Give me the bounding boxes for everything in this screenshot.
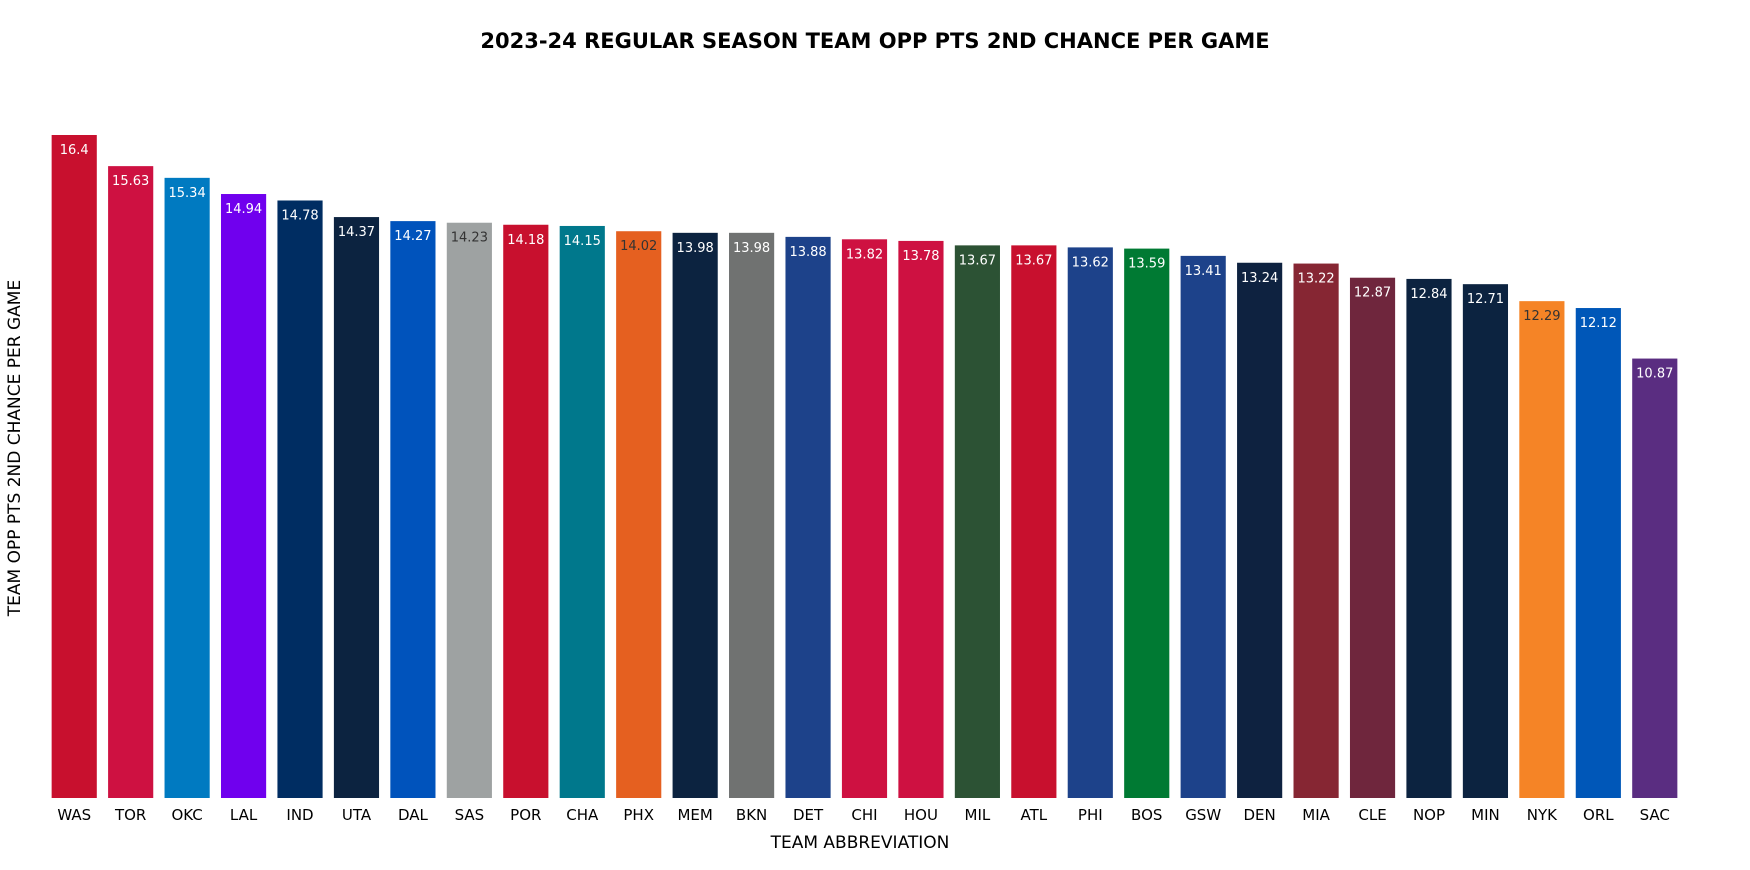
value-label-bkn: 13.98 (733, 241, 770, 256)
x-tick-label-bkn: BKN (736, 806, 767, 824)
bar-chi (841, 239, 888, 799)
value-label-bos: 13.59 (1128, 257, 1165, 272)
bar-den (1237, 262, 1283, 798)
x-tick-label-sas: SAS (455, 806, 485, 824)
x-tick-label-bos: BOS (1131, 806, 1162, 824)
bar-sac (1632, 358, 1678, 798)
x-tick-label-gsw: GSW (1185, 806, 1221, 824)
x-tick-label-okc: OKC (171, 806, 202, 824)
value-label-min: 12.71 (1467, 292, 1504, 307)
value-label-gsw: 13.41 (1185, 264, 1222, 279)
bar-mil (954, 245, 1000, 798)
x-tick-label-tor: TOR (114, 806, 146, 824)
bar-nyk (1519, 301, 1565, 798)
value-label-mem: 13.98 (677, 241, 714, 256)
x-tick-label-was: WAS (57, 806, 91, 824)
value-label-orl: 12.12 (1580, 316, 1617, 331)
bar-uta (333, 217, 380, 798)
x-tick-label-nop: NOP (1413, 806, 1445, 824)
x-tick-label-phx: PHX (623, 806, 654, 824)
value-label-chi: 13.82 (846, 247, 883, 262)
bar-bkn (729, 232, 775, 798)
value-label-hou: 13.78 (902, 249, 939, 264)
value-label-cha: 14.15 (564, 234, 601, 249)
bar-cha (559, 225, 605, 798)
value-label-uta: 14.37 (338, 225, 375, 240)
x-tick-label-por: POR (510, 806, 541, 824)
x-tick-label-hou: HOU (904, 806, 938, 824)
x-tick-label-lal: LAL (230, 806, 258, 824)
value-label-lal: 14.94 (225, 202, 262, 217)
x-tick-label-phi: PHI (1078, 806, 1103, 824)
value-label-den: 13.24 (1241, 271, 1278, 286)
value-label-sas: 14.23 (451, 231, 488, 246)
x-tick-label-den: DEN (1244, 806, 1276, 824)
value-label-nop: 12.84 (1410, 287, 1447, 302)
x-axis-label: TEAM ABBREVIATION (770, 833, 950, 853)
bar-tor (108, 166, 154, 798)
bar-bos (1124, 248, 1170, 799)
x-tick-label-chi: CHI (851, 806, 877, 824)
y-axis-label: TEAM OPP PTS 2ND CHANCE PER GAME (5, 280, 25, 617)
value-label-atl: 13.67 (1015, 253, 1052, 268)
value-label-okc: 15.34 (169, 186, 206, 201)
x-ticks-group: WAS TOR OKC LAL IND UTA DAL SAS POR CHA PHX MEM BKN D… (57, 806, 1670, 824)
value-label-det: 13.88 (789, 245, 826, 260)
bar-orl (1575, 308, 1621, 798)
value-label-was: 16.4 (60, 143, 89, 158)
bar-ind (277, 200, 323, 799)
value-label-nyk: 12.29 (1523, 309, 1560, 324)
x-tick-label-mil: MIL (965, 806, 991, 824)
value-label-ind: 14.78 (281, 208, 318, 223)
bars-group (51, 135, 1678, 799)
x-tick-label-det: DET (793, 806, 824, 824)
x-tick-label-nyk: NYK (1527, 806, 1558, 824)
bar-mem (672, 232, 718, 798)
value-label-tor: 15.63 (112, 174, 149, 189)
value-label-mia: 13.22 (1297, 272, 1334, 287)
value-label-phi: 13.62 (1072, 255, 1109, 270)
bar-nop (1406, 278, 1452, 798)
value-label-phx: 14.02 (620, 239, 657, 254)
x-tick-label-orl: ORL (1583, 806, 1614, 824)
x-tick-label-cle: CLE (1358, 806, 1386, 824)
x-tick-label-dal: DAL (398, 806, 429, 824)
bar-hou (898, 240, 944, 799)
bar-was (51, 135, 97, 798)
bar-min (1462, 284, 1509, 798)
x-tick-label-mia: MIA (1302, 806, 1330, 824)
bar-cle (1349, 277, 1396, 799)
x-tick-label-uta: UTA (342, 806, 372, 824)
bar-dal (390, 221, 436, 799)
value-labels-group: 16.4 15.63 15.34 14.94 14.78 14.37 14.27 14.23 1… (60, 143, 1674, 382)
x-tick-label-atl: ATL (1021, 806, 1048, 824)
bar-det (785, 236, 831, 798)
x-tick-label-ind: IND (286, 806, 313, 824)
bar-por (503, 224, 549, 798)
value-label-por: 14.18 (507, 233, 544, 248)
x-tick-label-min: MIN (1471, 806, 1500, 824)
bar-atl (1011, 245, 1057, 798)
value-label-mil: 13.67 (959, 253, 996, 268)
value-label-dal: 14.27 (394, 229, 431, 244)
bar-lal (220, 194, 267, 798)
x-tick-label-sac: SAC (1640, 806, 1670, 824)
bar-phx (616, 231, 662, 799)
x-tick-label-mem: MEM (677, 806, 712, 824)
bar-okc (164, 177, 210, 799)
bar-gsw (1180, 255, 1226, 798)
chart-title: 2023-24 REGULAR SEASON TEAM OPP PTS 2ND … (480, 29, 1269, 53)
value-label-cle: 12.87 (1354, 286, 1391, 301)
value-label-sac: 10.87 (1636, 367, 1673, 382)
x-tick-label-cha: CHA (566, 806, 599, 824)
bar-phi (1067, 247, 1113, 798)
bar-sas (446, 222, 492, 799)
bar-mia (1293, 263, 1339, 798)
